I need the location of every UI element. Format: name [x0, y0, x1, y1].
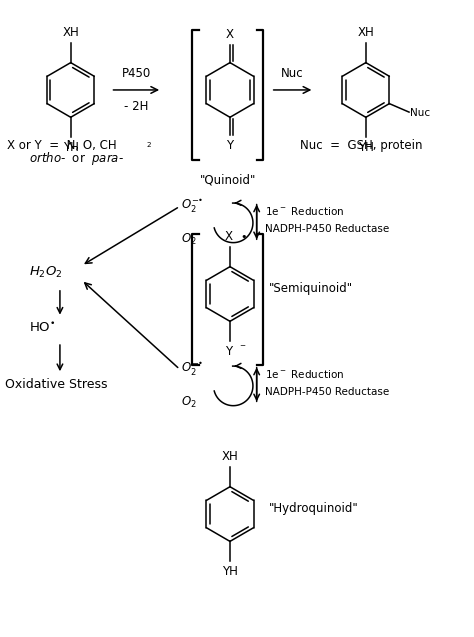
Text: Y: Y [226, 345, 233, 358]
Text: 1e$^-$ Reduction: 1e$^-$ Reduction [265, 205, 344, 217]
Text: YH: YH [358, 141, 374, 154]
Text: Nuc  =  GSH, protein: Nuc = GSH, protein [300, 139, 423, 152]
Text: Nuc: Nuc [410, 108, 430, 118]
Text: XH: XH [222, 450, 238, 463]
Text: $O_2^{-•}$: $O_2^{-•}$ [181, 197, 204, 215]
Text: $_2$: $_2$ [146, 140, 152, 150]
Text: "Hydroquinoid": "Hydroquinoid" [268, 502, 358, 515]
Text: Y: Y [227, 139, 234, 152]
Text: $H_2O_2$: $H_2O_2$ [28, 265, 62, 280]
Text: Oxidative Stress: Oxidative Stress [5, 378, 108, 391]
Text: 1e$^-$ Reduction: 1e$^-$ Reduction [265, 368, 344, 380]
Text: X: X [225, 230, 233, 243]
Text: YH: YH [63, 141, 79, 154]
Text: NADPH-P450 Reductase: NADPH-P450 Reductase [265, 224, 389, 234]
Text: $O_2$: $O_2$ [181, 395, 197, 410]
Text: NADPH-P450 Reductase: NADPH-P450 Reductase [265, 387, 389, 397]
Text: Nuc: Nuc [281, 67, 303, 80]
Text: $\it{ortho}$-  or  $\it{para}$-: $\it{ortho}$- or $\it{para}$- [28, 150, 123, 167]
Text: XH: XH [357, 26, 374, 39]
Text: "Quinoid": "Quinoid" [200, 174, 256, 187]
Text: $^-$: $^-$ [238, 343, 247, 353]
Text: X or Y  =  N, O, CH: X or Y = N, O, CH [7, 139, 116, 152]
Text: "Semiquinoid": "Semiquinoid" [268, 282, 353, 295]
Text: P450: P450 [122, 67, 151, 80]
Text: $O_2$: $O_2$ [181, 232, 197, 247]
Text: •: • [240, 232, 247, 242]
Text: X: X [226, 28, 234, 41]
Text: XH: XH [62, 26, 79, 39]
Text: YH: YH [222, 565, 238, 578]
Text: HO$^{•}$: HO$^{•}$ [28, 321, 55, 335]
Text: $O_2^{-•}$: $O_2^{-•}$ [181, 361, 204, 378]
Text: - 2H: - 2H [124, 100, 148, 113]
